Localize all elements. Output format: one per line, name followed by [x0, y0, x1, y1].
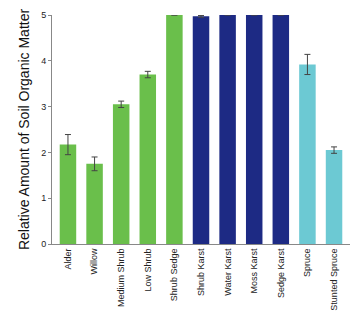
- svg-text:Low Shrub: Low Shrub: [143, 249, 153, 292]
- svg-text:3: 3: [41, 102, 46, 112]
- svg-text:Willow: Willow: [89, 248, 99, 274]
- svg-text:2: 2: [41, 148, 46, 158]
- svg-text:1: 1: [41, 193, 46, 203]
- svg-text:Shrub Karst: Shrub Karst: [196, 248, 206, 296]
- svg-text:Alder: Alder: [63, 249, 73, 270]
- svg-text:Shrub Sedge: Shrub Sedge: [169, 249, 179, 302]
- svg-text:5: 5: [41, 10, 46, 20]
- svg-text:Moss Karst: Moss Karst: [249, 248, 259, 294]
- svg-text:Spruce: Spruce: [302, 249, 312, 278]
- svg-text:Water Karst: Water Karst: [223, 248, 233, 296]
- svg-text:Relative Amount of Soil Organi: Relative Amount of Soil Organic Matter: [16, 9, 32, 251]
- svg-text:4: 4: [41, 56, 46, 66]
- svg-text:0: 0: [41, 239, 46, 249]
- svg-text:Medium Shrub: Medium Shrub: [116, 249, 126, 308]
- svg-text:Stunted Spruce: Stunted Spruce: [329, 249, 339, 311]
- svg-text:Sedge Karst: Sedge Karst: [276, 248, 286, 298]
